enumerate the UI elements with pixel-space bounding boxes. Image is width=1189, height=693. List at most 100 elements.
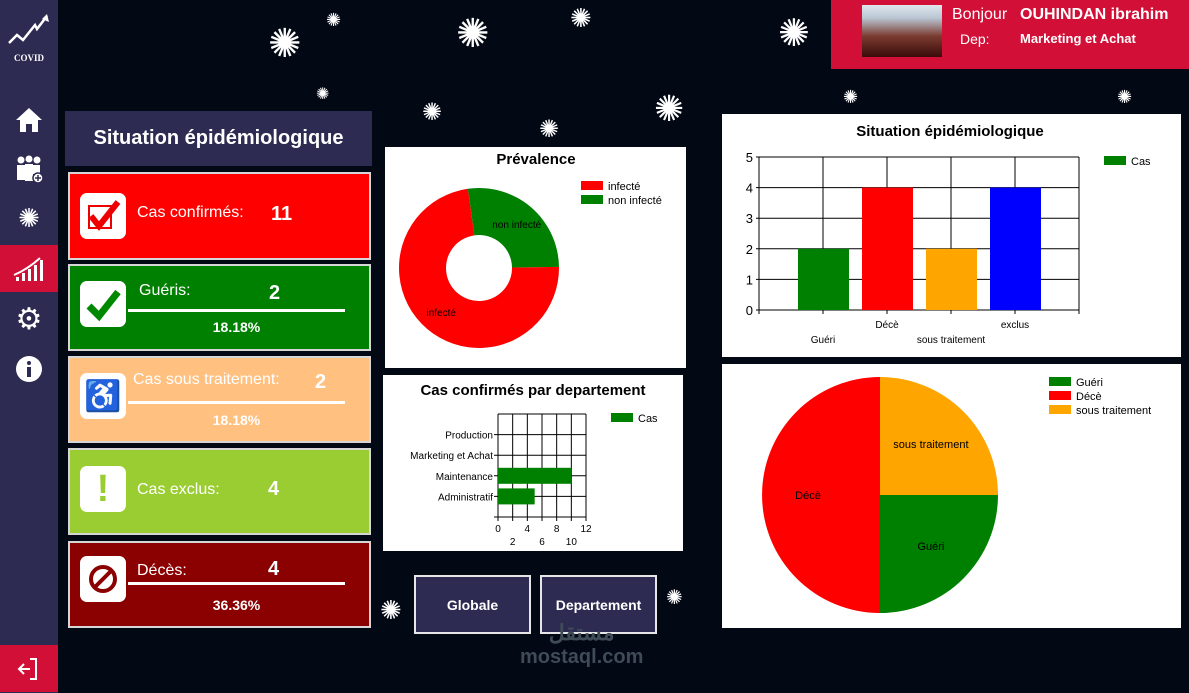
- tick-label: 2: [746, 242, 753, 257]
- category-label: sous traitement: [917, 335, 986, 346]
- legend-label: sous traitement: [1076, 405, 1151, 417]
- tick-label: 0: [495, 524, 501, 535]
- slice-label: Décè: [795, 490, 821, 502]
- slice-label: non infecté: [492, 220, 541, 231]
- card-value: 2: [269, 282, 281, 304]
- category-label: Guéri: [811, 335, 835, 346]
- virus-icon: ✺: [570, 3, 592, 33]
- virus-icon: ✺: [1117, 87, 1133, 107]
- card-percent: 36.36%: [212, 597, 261, 613]
- watermark: مستقل mostaql.com: [520, 620, 643, 669]
- card-value: 4: [268, 558, 280, 580]
- tick-label: 3: [746, 211, 753, 226]
- legend-label: infecté: [608, 181, 640, 193]
- tick-label: 6: [539, 537, 545, 548]
- department-chart: Cas confirmés par departement 0 2 4 6 8 10 12 Pr…: [383, 375, 683, 551]
- situation-bar-chart: Situation épidémiologique 0 1 2 3 4 5 Guéri Décè…: [722, 114, 1181, 357]
- bar-exclus: [990, 187, 1041, 310]
- legend-swatch: [1104, 156, 1126, 165]
- exclamation-icon: !: [80, 466, 126, 512]
- tick-label: 5: [746, 150, 753, 165]
- sidebar-item-settings[interactable]: ⚙: [0, 296, 58, 343]
- logout-button[interactable]: [0, 645, 58, 692]
- sidebar: COVID ✺ ⚙: [0, 0, 58, 693]
- logout-icon: [17, 657, 37, 680]
- slice-infecté: [399, 188, 559, 348]
- card-percent: 18.18%: [212, 319, 261, 335]
- home-icon: [16, 107, 42, 132]
- sidebar-item-info[interactable]: [0, 345, 58, 392]
- slice-label: Guéri: [917, 541, 944, 553]
- slice-Décè: [762, 377, 880, 613]
- bar-Administratif: [498, 488, 535, 505]
- category-label: Marketing et Achat: [410, 451, 493, 462]
- legend-label: non infecté: [608, 195, 662, 207]
- virus-icon: ✺: [666, 587, 683, 609]
- globale-button[interactable]: Globale: [414, 575, 531, 634]
- slice-Guéri: [880, 495, 998, 613]
- category-label: Maintenance: [436, 472, 494, 483]
- situation-pie-chart: sous traitement Guéri Décè Guéri Décè sous tr…: [722, 364, 1181, 628]
- virus-icon: ✺: [422, 99, 443, 126]
- card-confirmed: Cas confirmés: 11: [68, 172, 371, 260]
- legend-swatch: [1049, 377, 1071, 386]
- card-recovered: Guéris: 2 18.18%: [68, 264, 371, 351]
- card-value: 2: [315, 371, 327, 393]
- card-label: Guéris:: [139, 282, 191, 299]
- tick-label: 1: [746, 272, 753, 287]
- prevalence-chart: Prévalence infecté non infecté infecté non i…: [385, 147, 686, 368]
- divider: [128, 309, 345, 312]
- checkbox-icon: [80, 193, 126, 239]
- tick-label: 2: [510, 537, 516, 548]
- page-title: Situation épidémiologique: [65, 111, 372, 166]
- watermark-arabic: مستقل: [548, 620, 615, 645]
- bar-sous-traitement: [926, 248, 977, 310]
- departement-button[interactable]: Departement: [540, 575, 657, 634]
- card-label: Décès:: [137, 562, 187, 579]
- greeting: Bonjour: [952, 6, 1008, 23]
- chart-title: Prévalence: [496, 151, 575, 168]
- user-header: Bonjour OUHINDAN ibrahim Dep: Marketing …: [831, 0, 1189, 69]
- virus-icon: ✺: [778, 13, 810, 55]
- sidebar-item-users[interactable]: [0, 145, 58, 192]
- users-add-icon: [17, 155, 44, 184]
- tick-label: 4: [525, 524, 531, 535]
- virus-icon: ✺: [268, 22, 302, 66]
- info-icon: [16, 355, 42, 382]
- bar-Guéri: [798, 248, 849, 310]
- legend-swatch: [581, 181, 603, 190]
- virus-icon: ✺: [326, 10, 342, 30]
- trend-arrow-icon: [8, 14, 49, 44]
- tick-label: 12: [580, 524, 592, 535]
- gear-icon: ⚙: [15, 303, 43, 336]
- slice-sous-traitement: [880, 377, 998, 495]
- legend-label: Décè: [1076, 391, 1102, 403]
- tick-label: 0: [746, 303, 753, 318]
- tick-label: 8: [554, 524, 560, 535]
- sidebar-item-home[interactable]: [0, 96, 58, 143]
- sidebar-item-virus[interactable]: ✺: [0, 195, 58, 242]
- bar-Maintenance: [498, 467, 572, 484]
- virus-icon: ✺: [539, 116, 560, 143]
- prohibited-icon: [80, 556, 126, 602]
- card-treatment: ♿ Cas sous traitement: 2 18.18%: [68, 356, 371, 443]
- card-label: Cas confirmés:: [137, 204, 244, 221]
- virus-icon: ✺: [654, 88, 685, 129]
- virus-icon: ✺: [456, 12, 490, 56]
- divider: [128, 582, 345, 585]
- card-excluded: ! Cas exclus: 4: [68, 448, 371, 535]
- chart-title: Cas confirmés par departement: [420, 382, 645, 399]
- tick-label: 4: [746, 181, 753, 196]
- legend-swatch: [581, 195, 603, 204]
- legend-swatch: [1049, 391, 1071, 400]
- dep-value: Marketing et Achat: [1020, 31, 1136, 46]
- app-logo: COVID: [0, 8, 58, 68]
- category-label: Décè: [875, 320, 899, 331]
- slice-label: sous traitement: [893, 439, 968, 451]
- virus-icon: ✺: [843, 87, 859, 107]
- sidebar-item-statistics[interactable]: [0, 245, 58, 292]
- chart-icon: [13, 256, 43, 281]
- category-label: exclus: [1001, 320, 1029, 331]
- legend-swatch: [611, 413, 633, 422]
- avatar: [862, 5, 942, 57]
